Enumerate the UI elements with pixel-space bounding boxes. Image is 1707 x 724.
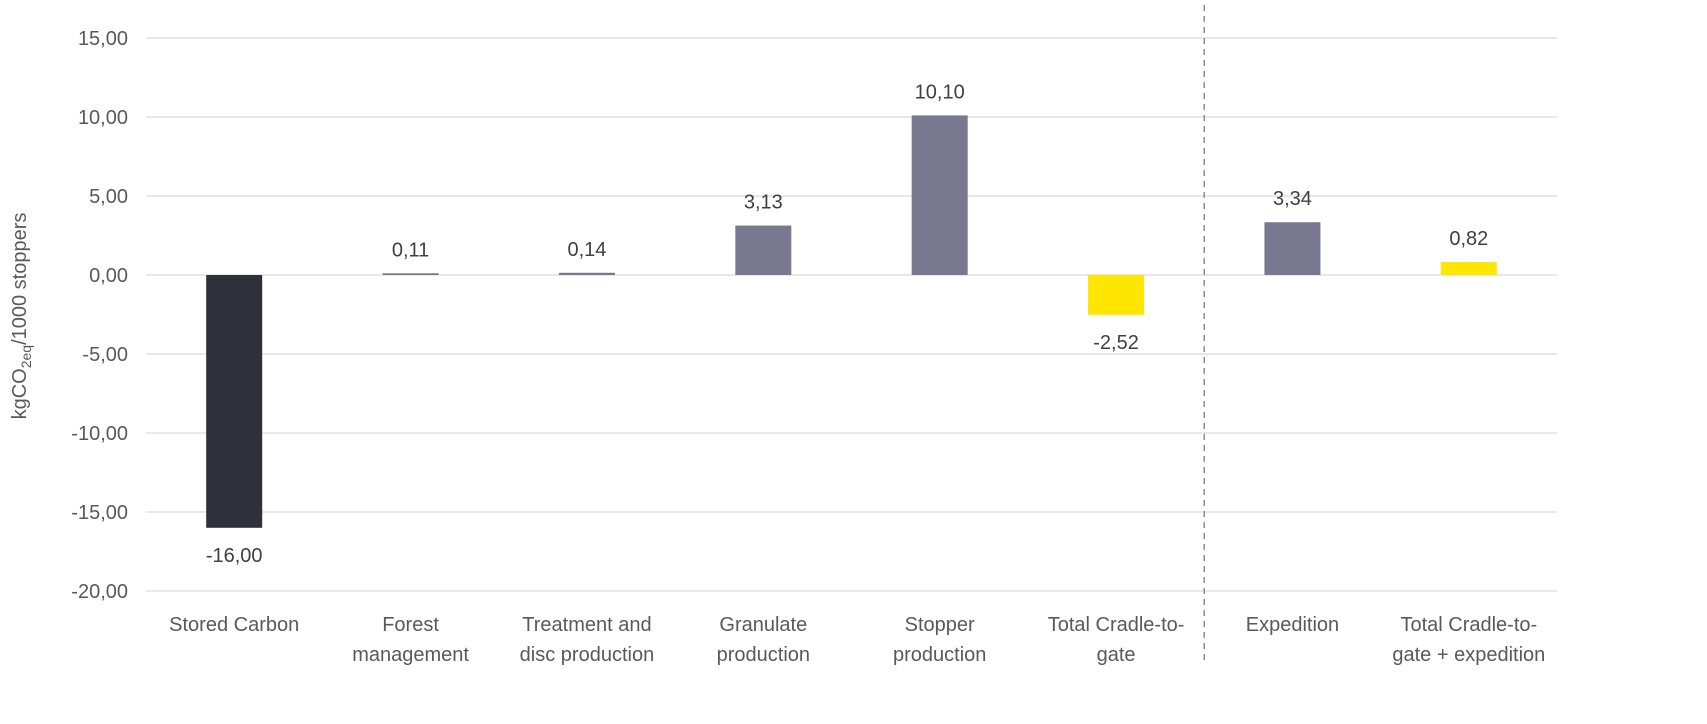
bar <box>558 272 615 275</box>
y-tick-label: 5,00 <box>89 186 128 208</box>
y-axis-ticks: 15,00 10,00 5,00 0,00 -5,00 -10,00 -15,00 -20,0… <box>71 28 128 603</box>
category-label-line: disc production <box>520 644 655 666</box>
category-label-line: Stopper <box>905 614 975 636</box>
data-label: 10,10 <box>915 81 965 103</box>
y-tick-label: -20,00 <box>71 581 128 603</box>
category-label-line: gate + expedition <box>1392 644 1545 666</box>
category-label: Forest management <box>352 614 469 666</box>
data-label: 0,11 <box>392 239 429 261</box>
category-label-line: Total Cradle-to- <box>1048 614 1185 636</box>
y-tick-label: -15,00 <box>71 502 128 524</box>
category-label-line: production <box>717 644 810 666</box>
y-tick-label: -10,00 <box>71 423 128 445</box>
y-axis-title-subscript: 2eq <box>18 345 34 368</box>
category-label-line: Expedition <box>1246 614 1339 636</box>
category-label: Stored Carbon <box>169 614 299 636</box>
data-label: 0,14 <box>567 239 606 261</box>
data-label: 3,34 <box>1273 188 1312 210</box>
category-label-line: Forest <box>382 614 439 636</box>
y-axis-title-suffix: /1000 stoppers <box>9 213 31 345</box>
category-label-line: Stored Carbon <box>169 614 299 636</box>
bar <box>1088 275 1145 315</box>
category-label: Stopper production <box>893 614 986 666</box>
category-label-line: Granulate <box>719 614 807 636</box>
y-tick-label: 15,00 <box>78 28 128 50</box>
y-tick-label: 10,00 <box>78 107 128 129</box>
y-axis-title-prefix: kgCO <box>9 368 31 419</box>
category-label-line: management <box>352 644 469 666</box>
category-label-line: Treatment and <box>522 614 651 636</box>
data-labels: -16,00 0,11 0,14 3,13 10,10 -2,52 3,34 0,82 <box>206 81 1488 566</box>
bar <box>206 275 263 528</box>
y-tick-label: -5,00 <box>82 344 128 366</box>
category-label: Treatment and disc production <box>520 614 655 666</box>
bar <box>1264 222 1321 275</box>
bar <box>911 115 968 275</box>
bar <box>1440 262 1497 275</box>
y-axis-title: kgCO2eq/1000 stoppers <box>9 213 34 420</box>
y-tick-label: 0,00 <box>89 265 128 287</box>
data-label: 3,13 <box>744 192 783 214</box>
x-axis-labels: Stored Carbon Forest management Treatment a… <box>169 614 1545 666</box>
category-label-line: production <box>893 644 986 666</box>
category-label: Total Cradle-to-gate <box>1048 614 1185 666</box>
category-label-line: Total Cradle-to- <box>1400 614 1537 636</box>
bars <box>206 115 1497 528</box>
bar <box>382 273 439 275</box>
category-label: Expedition <box>1246 614 1339 636</box>
gridlines <box>146 37 1557 592</box>
category-label-line: gate <box>1097 644 1136 666</box>
data-label: -2,52 <box>1093 332 1139 354</box>
bar <box>735 225 792 275</box>
category-label: Total Cradle-to-gate + expedition <box>1392 614 1545 666</box>
data-label: -16,00 <box>206 545 263 567</box>
data-label: 0,82 <box>1449 228 1488 250</box>
category-label: Granulate production <box>717 614 810 666</box>
